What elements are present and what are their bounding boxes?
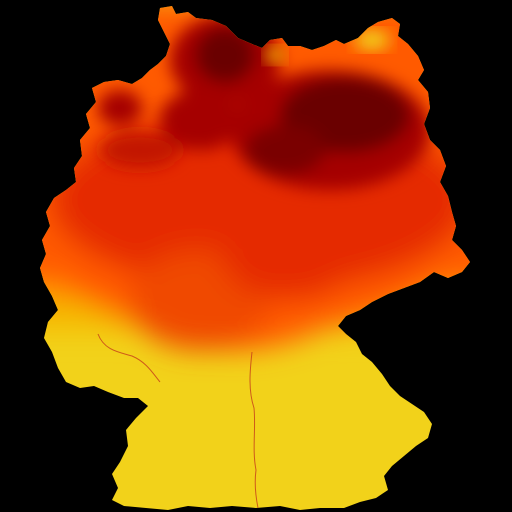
region-boundary-line	[97, 333, 259, 509]
